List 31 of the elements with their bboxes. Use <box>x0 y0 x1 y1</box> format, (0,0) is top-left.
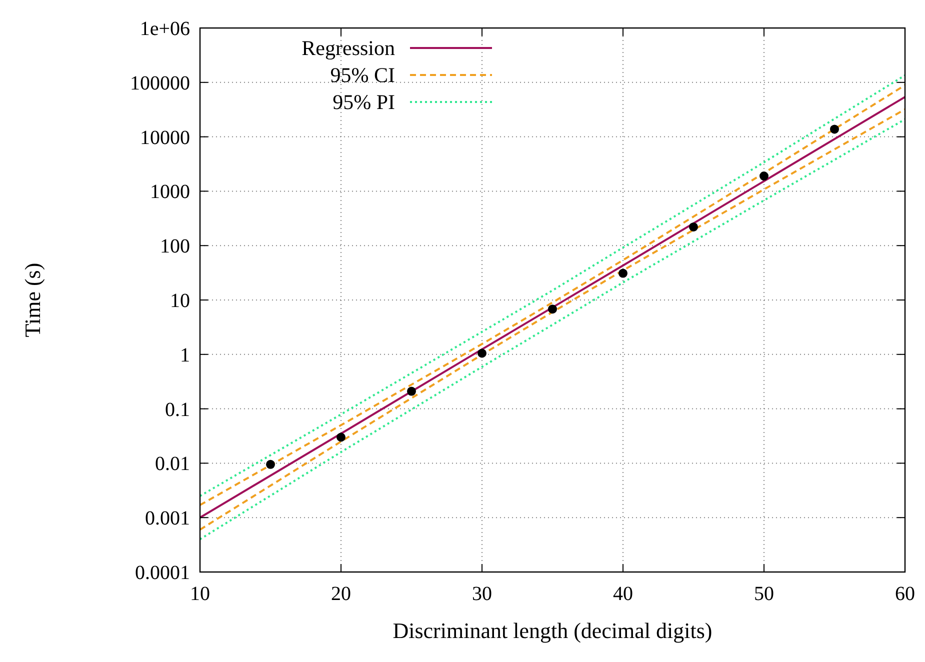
y-tick-label: 100000 <box>130 72 190 94</box>
point <box>336 432 346 442</box>
y-tick-label: 1 <box>180 344 190 366</box>
point <box>618 268 628 278</box>
x-tick-label: 60 <box>895 583 915 605</box>
y-tick-label: 0.0001 <box>135 562 190 584</box>
point <box>407 386 416 396</box>
point <box>830 124 839 134</box>
y-tick-label: 100 <box>160 236 190 258</box>
x-axis-title: Discriminant length (decimal digits) <box>392 618 712 643</box>
x-tick-label: 10 <box>190 583 210 605</box>
y-tick-label: 0.01 <box>155 453 190 476</box>
y-tick-label: 10 <box>170 290 190 312</box>
legend-label: 95% PI <box>332 90 395 114</box>
y-tick-label: 0.001 <box>145 508 190 530</box>
y-tick-label: 1000 <box>150 181 190 204</box>
x-tick-label: 20 <box>331 583 351 605</box>
legend-label: 95% CI <box>330 63 395 87</box>
point <box>478 348 486 358</box>
y-tick-label: 1e+06 <box>140 18 190 40</box>
x-tick-label: 40 <box>613 583 633 605</box>
y-axis-title: Time (s) <box>20 262 45 338</box>
point <box>689 222 698 232</box>
legend-label: Regression <box>302 36 396 60</box>
point <box>760 172 768 181</box>
x-tick-label: 30 <box>472 583 492 605</box>
x-tick-label: 50 <box>754 583 774 605</box>
point <box>266 460 275 469</box>
point <box>548 304 557 314</box>
y-tick-label: 10000 <box>140 126 190 149</box>
y-tick-label: 0.1 <box>165 398 190 421</box>
